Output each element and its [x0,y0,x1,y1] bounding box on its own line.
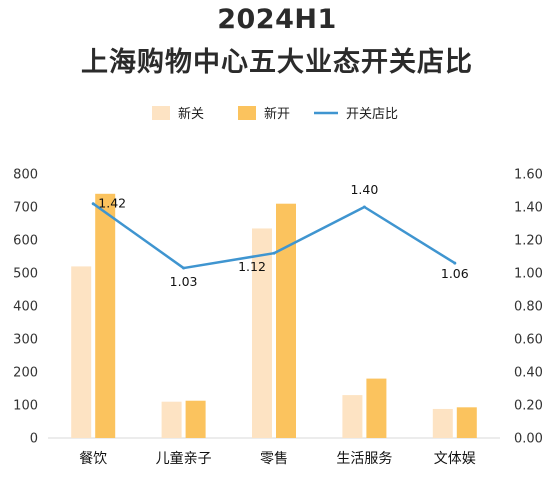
bars [71,193,477,438]
category-label: 零售 [260,451,288,467]
bar-opened [276,203,296,438]
bar-closed [252,228,272,438]
right-tick-label: 1.20 [514,234,543,249]
ratio-data-label: 1.06 [441,266,469,281]
category-label: 生活服务 [336,451,392,467]
right-tick-label: 0.60 [514,333,543,348]
category-label: 儿童亲子 [156,450,212,467]
right-tick-label: 0.80 [514,300,543,315]
ratio-point [362,205,366,209]
left-tick-label: 100 [13,399,38,414]
left-tick-label: 200 [13,366,38,381]
chart-title: 2024H1 [217,4,337,35]
legend-swatch [238,106,256,120]
bar-opened [366,378,387,438]
bar-closed [432,408,453,438]
left-tick-label: 600 [13,234,38,249]
right-axis: 0.00 0.20 0.40 0.60 0.80 1.00 1.20 1.40 1.60 [514,168,543,447]
bar-closed [161,401,182,438]
category-label: 餐饮 [79,451,107,467]
ratio-point [182,266,186,270]
legend-label: 开关店比 [346,107,398,122]
ratio-line: 1.42 1.03 1.12 1.40 1.06 [91,182,469,289]
left-tick-label: 500 [13,267,38,282]
category-labels: 餐饮 儿童亲子 零售 生活服务 文体娱 [79,450,476,467]
bar-opened [456,407,477,438]
left-tick-label: 300 [13,333,38,348]
right-tick-label: 0.20 [514,399,543,414]
bar-opened [95,193,116,438]
right-tick-label: 0.00 [514,432,543,447]
ratio-data-label: 1.42 [98,196,126,211]
right-tick-label: 0.40 [514,366,543,381]
right-tick-label: 1.00 [514,267,543,282]
right-tick-label: 1.40 [514,201,543,216]
ratio-series-line [91,202,457,270]
legend-swatch [152,106,170,120]
legend-label: 新开 [264,106,290,122]
bar-closed [71,266,92,438]
ratio-point [272,251,276,255]
left-tick-label: 700 [13,201,38,216]
bar-opened [185,400,206,438]
legend: 新关 新开 开关店比 [152,106,398,122]
ratio-point [453,261,457,265]
bar-closed [342,395,363,438]
ratio-data-label: 1.03 [170,274,198,289]
ratio-point [91,202,95,206]
ratio-data-label: 1.40 [350,182,378,197]
left-axis: 0 100 200 300 400 500 600 700 800 [13,168,38,447]
left-tick-label: 800 [13,168,38,183]
left-tick-label: 0 [30,432,38,447]
legend-label: 新关 [178,106,204,122]
chart-subtitle: 上海购物中心五大业态开关店比 [81,47,473,78]
ratio-data-label: 1.12 [238,259,266,274]
category-label: 文体娱 [434,451,476,467]
left-tick-label: 400 [13,300,38,315]
right-tick-label: 1.60 [514,168,543,183]
